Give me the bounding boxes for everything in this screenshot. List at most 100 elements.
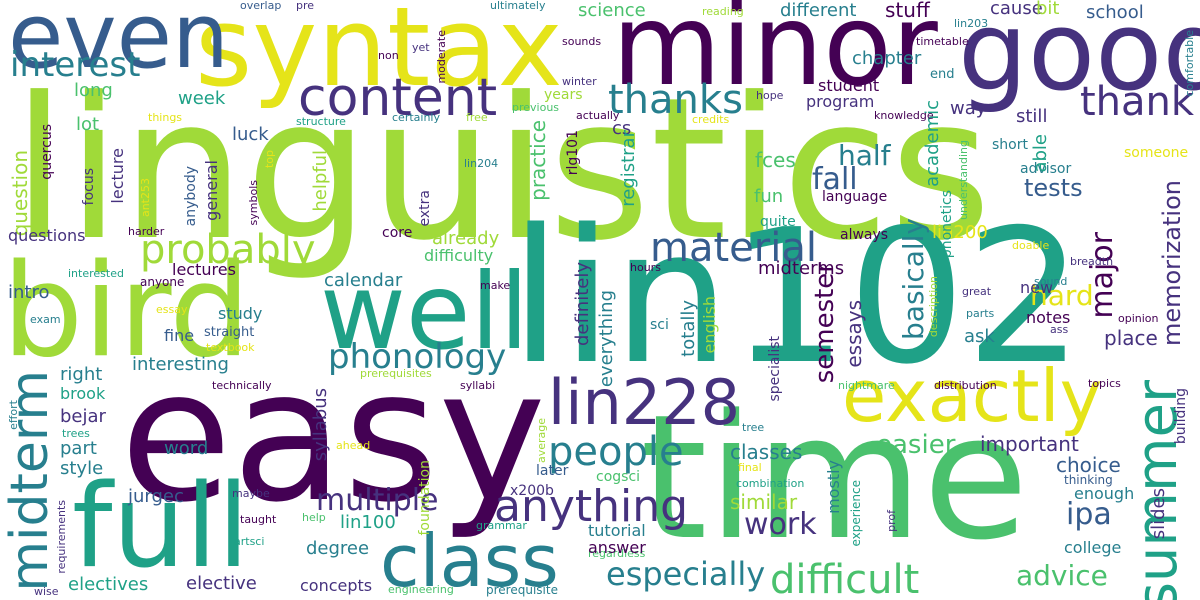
- word-building: building: [1173, 388, 1189, 445]
- word-effort: effort: [7, 400, 20, 430]
- word-mostly: mostly: [824, 460, 843, 514]
- word-regardless: regardless: [588, 547, 646, 560]
- word-timetable: timetable: [916, 35, 969, 48]
- word-knowledge: knowledge: [874, 109, 934, 122]
- word-right: right: [60, 364, 103, 385]
- word-quite: quite: [760, 214, 796, 230]
- word-elective: elective: [186, 573, 257, 594]
- word-science: science: [578, 0, 646, 21]
- word-requirements: requirements: [55, 500, 68, 574]
- word-things: things: [148, 111, 183, 124]
- word-language: language: [822, 189, 888, 205]
- word-bit: bit: [1036, 0, 1060, 19]
- word-ant253: ant253: [139, 178, 152, 218]
- word-ultimately: ultimately: [490, 0, 546, 12]
- word-reading: reading: [702, 5, 744, 18]
- word-especially: especially: [606, 555, 766, 593]
- word-advisor: advisor: [1020, 161, 1072, 177]
- word-extra: extra: [417, 190, 433, 227]
- word-interested: interested: [68, 267, 124, 280]
- word-able: able: [1030, 134, 1051, 173]
- word-focus: focus: [81, 168, 97, 206]
- word-doable: doable: [1012, 239, 1050, 252]
- word-easy: easy: [120, 330, 547, 542]
- word-prof: prof: [885, 510, 898, 532]
- word-half: half: [838, 139, 891, 172]
- word-minor: minor: [612, 0, 938, 111]
- word-major: major: [1085, 232, 1120, 319]
- word-essay: essay: [156, 303, 188, 316]
- word-opinion: opinion: [1118, 312, 1159, 325]
- word-word: word: [164, 438, 209, 459]
- word-enough: enough: [1074, 484, 1135, 503]
- word-essays: essays: [842, 300, 866, 368]
- word-ass: ass: [1050, 323, 1069, 336]
- word-electives: electives: [68, 574, 149, 595]
- word-material: material: [650, 225, 817, 271]
- word-final: final: [738, 461, 762, 474]
- word-program: program: [806, 92, 875, 111]
- word-sounds: sounds: [562, 35, 602, 48]
- word-x200b: x200b: [510, 483, 554, 499]
- word-questions: questions: [8, 226, 86, 245]
- word-cause: cause: [990, 0, 1043, 19]
- word-memorization: memorization: [1158, 180, 1186, 347]
- word-pre: pre: [296, 0, 315, 12]
- word-probably: probably: [140, 227, 316, 273]
- word-maybe: maybe: [232, 487, 270, 500]
- word-classes: classes: [730, 440, 803, 464]
- word-definitely: definitely: [572, 262, 593, 347]
- word-totally: totally: [678, 300, 699, 357]
- word-still: still: [1016, 106, 1048, 127]
- word-basically: basically: [897, 218, 930, 340]
- word-lin102: lin102: [510, 189, 1084, 405]
- word-prerequisites: prerequisites: [360, 367, 432, 380]
- word-week: week: [178, 88, 226, 109]
- word-short: short: [992, 137, 1028, 153]
- word-bejar: bejar: [60, 406, 106, 427]
- word-time: time: [640, 377, 1029, 578]
- word-overlap: overlap: [240, 0, 282, 12]
- word-class: class: [380, 519, 559, 600]
- word-everything: everything: [596, 290, 617, 388]
- word-helpful: helpful: [310, 150, 331, 212]
- word-syllabus: syllabus: [310, 388, 331, 462]
- word-end: end: [930, 67, 955, 82]
- word-combination: combination: [736, 477, 805, 490]
- word-someone: someone: [1124, 145, 1189, 161]
- word-free: free: [466, 111, 488, 124]
- word-tests: tests: [1024, 174, 1083, 202]
- word-lecture: lecture: [108, 148, 127, 204]
- word-intro: intro: [8, 282, 50, 303]
- word-lin204: lin204: [464, 157, 499, 170]
- word-good: good: [958, 0, 1200, 115]
- word-yet: yet: [412, 41, 430, 54]
- word-slides: slides: [1148, 488, 1169, 540]
- word-ipa: ipa: [1066, 497, 1112, 532]
- word-syllabi: syllabi: [460, 379, 496, 392]
- word-already: already: [432, 228, 500, 249]
- word-top: top: [263, 150, 276, 169]
- word-description: description: [927, 276, 940, 338]
- word-place: place: [1104, 326, 1158, 350]
- word-semester: semester: [810, 262, 840, 384]
- word-registrar: registrar: [618, 130, 639, 207]
- word-technically: technically: [212, 379, 272, 392]
- word-certainly: certainly: [392, 111, 440, 124]
- word-phonology: phonology: [328, 337, 507, 377]
- word-similar: similar: [730, 490, 798, 514]
- word-part: part: [60, 438, 97, 459]
- word-symbols: symbols: [247, 180, 260, 226]
- word-rlg101: rlg101: [565, 130, 581, 176]
- word-linguistics: linguistics: [12, 56, 992, 284]
- word-tutorial: tutorial: [588, 521, 646, 540]
- word-phonetics: phonetics: [939, 190, 955, 259]
- word-understanding: understanding: [957, 140, 970, 220]
- word-experience: experience: [849, 480, 863, 547]
- word-average: average: [535, 418, 548, 464]
- word-fine: fine: [164, 326, 195, 345]
- word-structure: structure: [296, 115, 346, 128]
- word-ahead: ahead: [336, 439, 371, 452]
- word-lin100: lin100: [340, 512, 396, 533]
